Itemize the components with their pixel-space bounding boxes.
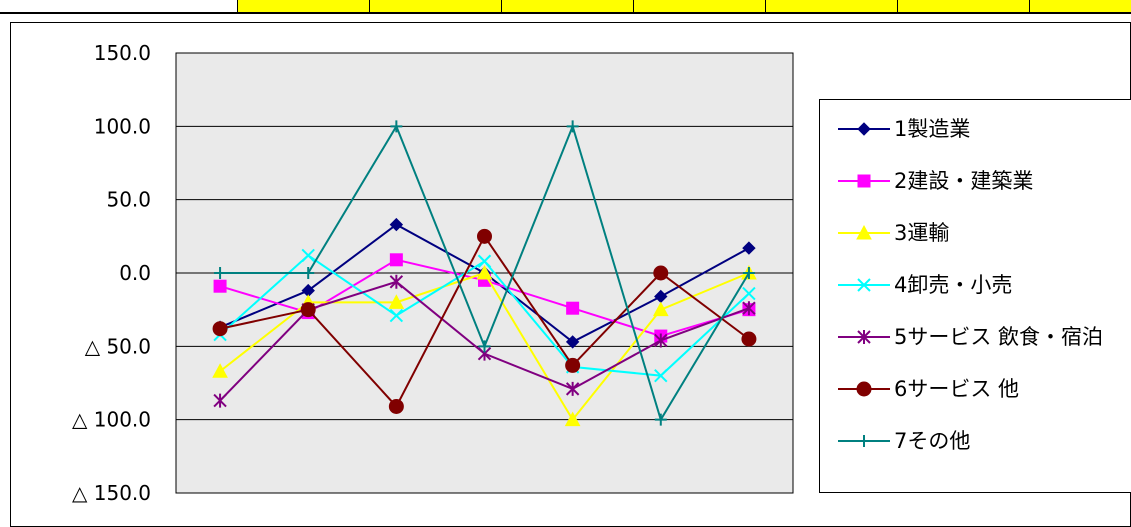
data-point (742, 286, 756, 301)
header-cell[interactable] (369, 0, 501, 12)
header-cell[interactable] (501, 0, 633, 12)
data-point (654, 333, 668, 348)
data-point (301, 248, 315, 263)
legend-item: 2建設・建築業 (820, 161, 1130, 201)
data-point (212, 321, 228, 337)
legend-swatch (838, 122, 890, 136)
data-point (477, 254, 492, 268)
y-axis-tick-labels: 150.0 100.0 50.0 0.0 △ 50.0 △ 100.0 △ 150.0 (72, 41, 151, 505)
legend-swatch (838, 224, 890, 240)
series-7 (214, 120, 755, 426)
y-tick-label: △ 50.0 (85, 334, 151, 358)
data-point (566, 301, 580, 315)
legend-item: 5サービス 飲食・宿泊 (820, 317, 1130, 357)
data-point (741, 331, 757, 347)
chart-legend: 1製造業 2建設・建築業 3運輸 4卸売・小売 5サービス 飲食・宿泊 6サービス 他 7そ… (819, 99, 1131, 493)
legend-item: 4卸売・小売 (820, 265, 1130, 305)
chart-area[interactable]: 150.0 100.0 50.0 0.0 △ 50.0 △ 100.0 △ 150.0 1製… (10, 22, 1131, 527)
header-cell[interactable] (897, 0, 1029, 12)
legend-swatch (838, 174, 890, 188)
data-point (565, 335, 580, 349)
data-point (478, 340, 491, 353)
data-point (389, 217, 404, 232)
series-6 (212, 228, 757, 414)
data-point (388, 398, 404, 414)
data-point (213, 393, 227, 408)
data-point (388, 294, 405, 309)
data-point (654, 413, 667, 426)
data-point (389, 274, 404, 289)
data-point (302, 267, 315, 279)
legend-item: 6サービス 他 (820, 369, 1130, 409)
cell-border-line (0, 12, 1131, 14)
data-point (742, 267, 755, 279)
data-point (214, 267, 227, 279)
data-point (566, 120, 579, 133)
y-tick-label: △ 150.0 (72, 481, 151, 505)
legend-swatch (838, 435, 890, 447)
header-cell[interactable] (237, 0, 369, 12)
legend-swatch (838, 278, 890, 292)
legend-label: 2建設・建築業 (894, 169, 1034, 193)
y-tick-label: △ 100.0 (72, 408, 151, 432)
y-tick-label: 100.0 (94, 114, 151, 138)
data-point (742, 301, 756, 316)
legend-swatch (838, 381, 890, 397)
y-tick-label: 150.0 (94, 41, 151, 65)
series-4 (213, 248, 756, 383)
legend-swatch (838, 330, 890, 344)
y-tick-label: 50.0 (106, 188, 151, 212)
spreadsheet-top-strip (0, 0, 1131, 14)
data-point (565, 357, 581, 373)
data-point (389, 253, 403, 267)
line-chart: 150.0 100.0 50.0 0.0 △ 50.0 △ 100.0 △ 150.0 (72, 41, 794, 505)
data-point (476, 264, 493, 280)
data-point (652, 301, 669, 317)
series-lines (212, 120, 757, 427)
legend-item: 1製造業 (820, 109, 1130, 149)
data-point (742, 241, 756, 255)
legend-item: 3運輸 (820, 213, 1130, 253)
data-point (564, 411, 581, 427)
data-point (653, 265, 669, 281)
legend-item: 7その他 (820, 421, 1130, 461)
header-cell[interactable] (1029, 0, 1131, 12)
y-tick-label: 0.0 (119, 261, 151, 285)
legend-label: 3運輸 (894, 221, 950, 245)
data-point (212, 363, 228, 378)
legend-label: 6サービス 他 (894, 377, 1020, 401)
data-point (389, 308, 404, 323)
data-point (300, 302, 316, 318)
legend-label: 5サービス 飲食・宿泊 (894, 325, 1104, 349)
data-point (213, 279, 227, 293)
data-point (477, 228, 492, 244)
legend-label: 7その他 (894, 429, 971, 453)
data-point (390, 120, 403, 133)
header-cell[interactable] (633, 0, 765, 12)
legend-label: 1製造業 (894, 117, 971, 141)
data-point (565, 381, 580, 396)
legend-label: 4卸売・小売 (894, 273, 1013, 297)
header-cell[interactable] (765, 0, 897, 12)
data-point (654, 368, 668, 383)
yellow-header-cells (237, 0, 1131, 12)
